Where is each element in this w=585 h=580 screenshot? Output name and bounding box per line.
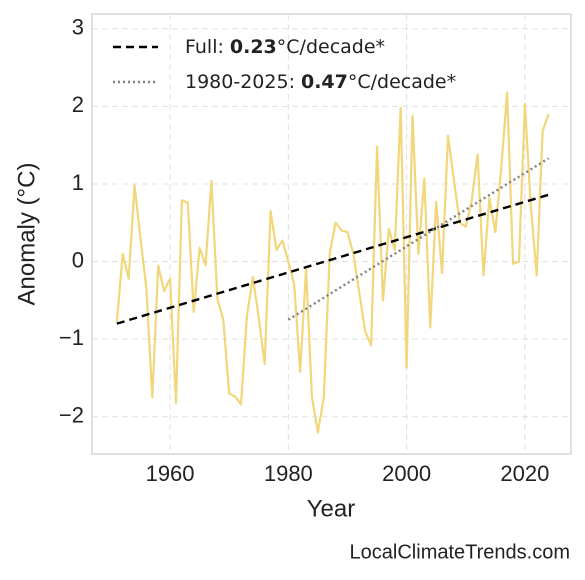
x-tick-label: 1960 <box>146 461 195 486</box>
legend-rate: 0.23 <box>230 36 277 58</box>
legend-entry: 1980-2025: 0.47°C/decade* <box>185 71 456 93</box>
y-tick-label: 0 <box>72 247 84 272</box>
x-tick-label: 2020 <box>500 461 549 486</box>
y-tick-label: −1 <box>59 325 84 350</box>
y-axis-label: Anomaly (°C) <box>13 163 40 306</box>
trend-line <box>287 157 550 321</box>
grid <box>92 14 571 454</box>
x-axis-label: Year <box>307 495 356 522</box>
x-tick-label: 1980 <box>264 461 313 486</box>
legend: Full: 0.23°C/decade*1980-2025: 0.47°C/deca… <box>113 36 456 93</box>
legend-label: Full: <box>185 36 224 58</box>
data-line <box>115 91 550 434</box>
footer: LocalClimateTrends.com <box>350 541 570 563</box>
y-tick-label: −2 <box>59 403 84 428</box>
legend-entry: Full: 0.23°C/decade* <box>185 36 385 58</box>
trend-line <box>116 193 549 325</box>
plot-frame <box>91 13 572 455</box>
legend-label: 1980-2025: <box>185 71 295 93</box>
legend-unit: °C/decade* <box>348 71 456 93</box>
legend-rate: 0.47 <box>301 71 348 93</box>
y-tick-label: 1 <box>72 170 84 195</box>
y-tick-label: 2 <box>72 92 84 117</box>
legend-unit: °C/decade* <box>277 36 385 58</box>
marks <box>115 91 550 434</box>
x-tick-label: 2000 <box>382 461 431 486</box>
y-tick-label: 3 <box>72 15 84 40</box>
